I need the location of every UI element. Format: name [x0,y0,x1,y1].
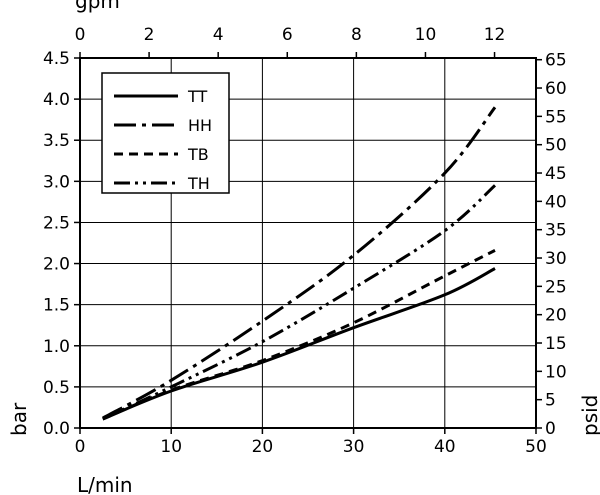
y2-tick-label: 45 [545,164,567,184]
x-tick-label: 0 [75,437,86,457]
y2-tick-label: 35 [545,221,567,241]
y2-tick-label: 50 [545,136,567,156]
y-tick-label: 4.0 [43,90,70,110]
y2-tick-label: 30 [545,249,567,269]
y2-tick-label: 20 [545,306,567,326]
legend-box [101,72,230,194]
y2-axis-title: psid [578,395,600,436]
x-tick-label: 20 [252,437,274,457]
y-tick-label: 0.5 [43,378,70,398]
legend-label-tt: TT [187,87,207,106]
y2-tick-label: 55 [545,107,567,127]
y-tick-label: 1.5 [43,296,70,316]
y-tick-label: 3.0 [43,172,70,192]
x2-tick-label: 12 [484,25,506,45]
y-tick-label: 2.5 [43,213,70,233]
y-axis-title: bar [7,402,31,436]
x2-tick-label: 8 [351,25,362,45]
x2-tick-label: 10 [415,25,437,45]
y2-tick-label: 15 [545,334,567,354]
x-tick-label: 50 [525,437,547,457]
y2-tick-label: 25 [545,277,567,297]
x2-tick-label: 4 [213,25,224,45]
x2-axis-title: gpm [75,0,120,13]
x-tick-label: 30 [343,437,365,457]
y2-tick-label: 40 [545,192,567,212]
tick-labels: 0 10 20 30 40 500.00.51.01.52.02.53.03.54.04.… [43,25,567,457]
y2-tick-label: 65 [545,51,567,71]
y2-tick-label: 10 [545,362,567,382]
y2-tick-label: 5 [545,391,556,411]
series-line-hh [102,106,497,420]
series-line-tb [102,249,496,421]
y-tick-label: 3.5 [43,131,70,151]
plot-frame [79,57,537,429]
series-lines [102,106,497,421]
x2-tick-label: 2 [144,25,155,45]
y-tick-label: 1.0 [43,337,70,357]
legend-label-hh: HH [188,116,212,135]
y-tick-label: 2.0 [43,255,70,275]
y-tick-label: 4.5 [43,49,70,69]
legend-label-tb: TB [187,145,209,164]
x-tick-label: 40 [434,437,456,457]
y2-tick-label: 0 [545,419,556,439]
legend-label-th: TH [187,174,210,193]
series-line-th [102,184,497,421]
series-line-tt [102,267,496,421]
x-axis-title: L/min [77,473,133,495]
x2-tick-label: 6 [282,25,293,45]
x2-tick-label: 0 [75,25,86,45]
y2-tick-label: 60 [545,79,567,99]
x-tick-label: 10 [160,437,182,457]
legend: TT HH TB TH [101,72,230,194]
y-tick-label: 0.0 [43,419,70,439]
